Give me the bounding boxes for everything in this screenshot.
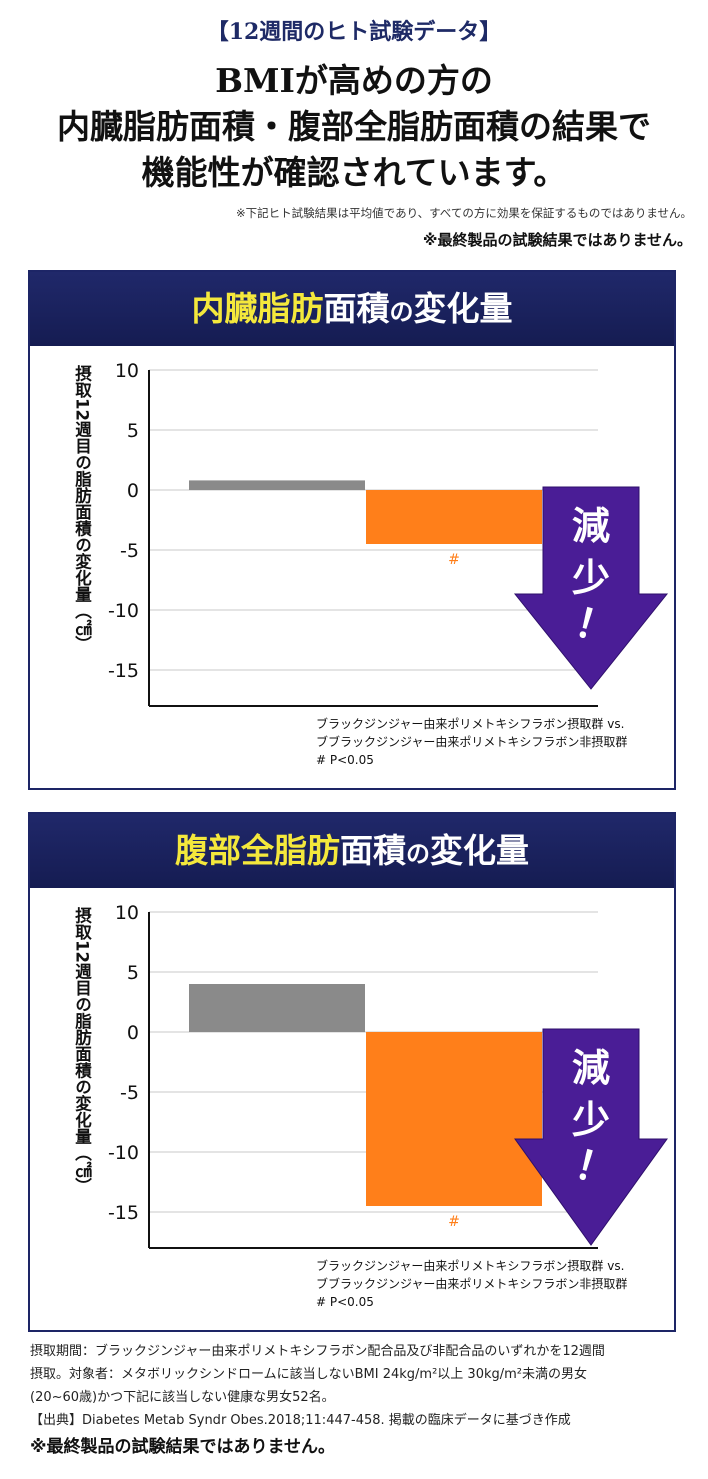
abdominal-fat-panel: 腹部全脂肪面積の変化量 10 5 0 -5 -10 -15 摂取12週目の脂肪面積の変化量（…	[28, 812, 676, 1332]
badge-char-1: 減	[572, 1046, 610, 1090]
down-arrow-icon	[513, 486, 669, 690]
y-tick-label: 5	[127, 420, 139, 442]
decrease-arrow-group: 減少！	[514, 1028, 668, 1246]
study-details: 摂取期間：ブラックジンジャー由来ポリメトキシフラボン配合品及び非配合品のいずれか…	[30, 1340, 690, 1459]
headline: BMIが高めの方の 内臓脂肪面積・腹部全脂肪面積の結果で 機能性が確認されていま…	[0, 58, 708, 196]
visceral-fat-panel: 内臓脂肪面積の変化量 10 5 0 -5 -10 -15 摂取12週目の脂肪面積の変化量（㎠…	[28, 270, 676, 790]
abdominal-fat-panel-title: 腹部全脂肪面積の変化量	[30, 814, 674, 888]
note-average: ※下記ヒト試験結果は平均値であり、すべての方に効果を保証するものではありません。	[236, 206, 692, 220]
abdominal-fat-chart: 10 5 0 -5 -10 -15 摂取12週目の脂肪面積の変化量（㎠） # 減少！ ブラックジン…	[73, 902, 668, 1309]
legend-line: # P<0.05	[316, 753, 374, 767]
footer-line-3: (20~60歳)かつ下記に該当しない健康な男女52名。	[30, 1390, 335, 1405]
badge-char-2: 少	[572, 1098, 610, 1142]
y-tick-label: -10	[108, 600, 139, 622]
y-tick-label: -5	[120, 1082, 139, 1104]
visceral-fat-panel-title: 内臓脂肪面積の変化量	[30, 272, 674, 346]
significance-mark: #	[448, 552, 460, 568]
bar-treatment	[366, 1032, 542, 1206]
down-arrow-icon	[514, 1028, 668, 1246]
legend-line: ブラックジンジャー由来ポリメトキシフラボン摂取群 vs.	[316, 1258, 624, 1273]
y-tick-label: -15	[108, 1202, 139, 1224]
legend-line: # P<0.05	[316, 1295, 374, 1309]
badge-char-1: 減	[572, 504, 610, 548]
y-axis-label: 摂取12週目の脂肪面積の変化量（㎠）	[73, 364, 93, 652]
footer-line-2: 摂取。対象者：メタボリックシンドロームに該当しないBMI 24kg/m²以上 3…	[30, 1367, 587, 1382]
headline-line-1: BMIが高めの方の	[215, 61, 493, 100]
note-not-final-product: ※最終製品の試験結果ではありません。	[422, 231, 692, 249]
y-tick-label: 10	[115, 902, 139, 924]
footer-citation: 【出典】Diabetes Metab Syndr Obes.2018;11:44…	[30, 1413, 571, 1428]
badge-char-2: 少	[572, 556, 610, 600]
headline-line-2: 内臓脂肪面積・腹部全脂肪面積の結果で	[57, 107, 651, 146]
headline-line-3: 機能性が確認されています。	[141, 153, 567, 192]
y-tick-label: -10	[108, 1142, 139, 1164]
y-axis-label: 摂取12週目の脂肪面積の変化量（㎠）	[73, 906, 93, 1194]
legend-line: ブブラックジンジャー由来ポリメトキシフラボン非摂取群	[316, 1276, 627, 1291]
legend-line: ブラックジンジャー由来ポリメトキシフラボン摂取群 vs.	[316, 716, 624, 731]
bar-control	[189, 480, 365, 490]
y-tick-label: 0	[127, 480, 139, 502]
decrease-arrow-group: 減少！	[513, 486, 669, 690]
y-tick-label: -5	[120, 540, 139, 562]
legend-line: ブブラックジンジャー由来ポリメトキシフラボン非摂取群	[316, 734, 627, 749]
footer-line-1: 摂取期間：ブラックジンジャー由来ポリメトキシフラボン配合品及び非配合品のいずれか…	[30, 1344, 605, 1359]
y-tick-label: -15	[108, 660, 139, 682]
significance-mark: #	[448, 1214, 460, 1230]
section-label: 【12週間のヒト試験データ】	[206, 19, 502, 45]
bar-treatment	[366, 490, 542, 544]
y-tick-label: 0	[127, 1022, 139, 1044]
y-tick-label: 10	[115, 360, 139, 382]
visceral-fat-chart: 10 5 0 -5 -10 -15 摂取12週目の脂肪面積の変化量（㎠） # 減少！ ブラックジン…	[73, 360, 669, 767]
bar-control	[189, 984, 365, 1032]
y-tick-label: 5	[127, 962, 139, 984]
footer-disclaimer: ※最終製品の試験結果ではありません。	[30, 1437, 336, 1457]
